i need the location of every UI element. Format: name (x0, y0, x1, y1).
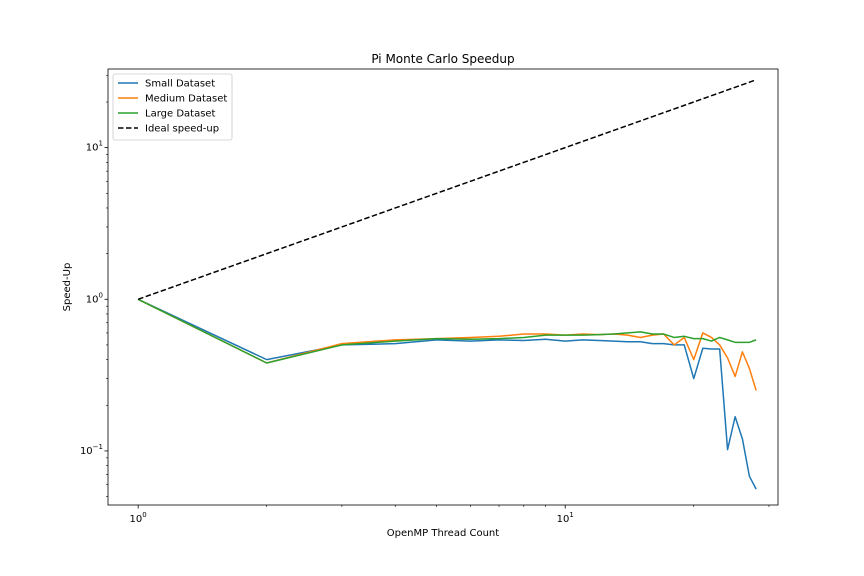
ticks-layer: 100 101 10−1 100 101 (80, 74, 770, 525)
series-line-ideal-speed-up (137, 79, 757, 300)
x-axis-label: OpenMP Thread Count (387, 528, 499, 539)
y-tick-label: 101 (86, 140, 103, 154)
y-tick-label: 10−1 (80, 443, 103, 457)
legend-label: Ideal speed-up (145, 124, 219, 135)
chart-title: Pi Monte Carlo Speedup (371, 52, 514, 66)
series-line-large-dataset (137, 298, 757, 364)
legend-label: Medium Dataset (145, 94, 227, 105)
legend-box (112, 73, 233, 141)
y-tick-label: 100 (86, 291, 103, 305)
x-tick-label: 100 (130, 511, 147, 525)
series-layer (137, 79, 757, 490)
series-line-medium-dataset (137, 298, 757, 391)
y-axis-label: Speed-Up (62, 263, 73, 312)
series-line-small-dataset (137, 298, 757, 490)
legend: Small Dataset Medium Dataset Large Dataset… (112, 73, 233, 141)
legend-label: Large Dataset (145, 109, 216, 120)
plot-area (107, 68, 779, 506)
x-tick-label: 101 (557, 511, 574, 525)
legend-label: Small Dataset (145, 79, 215, 90)
